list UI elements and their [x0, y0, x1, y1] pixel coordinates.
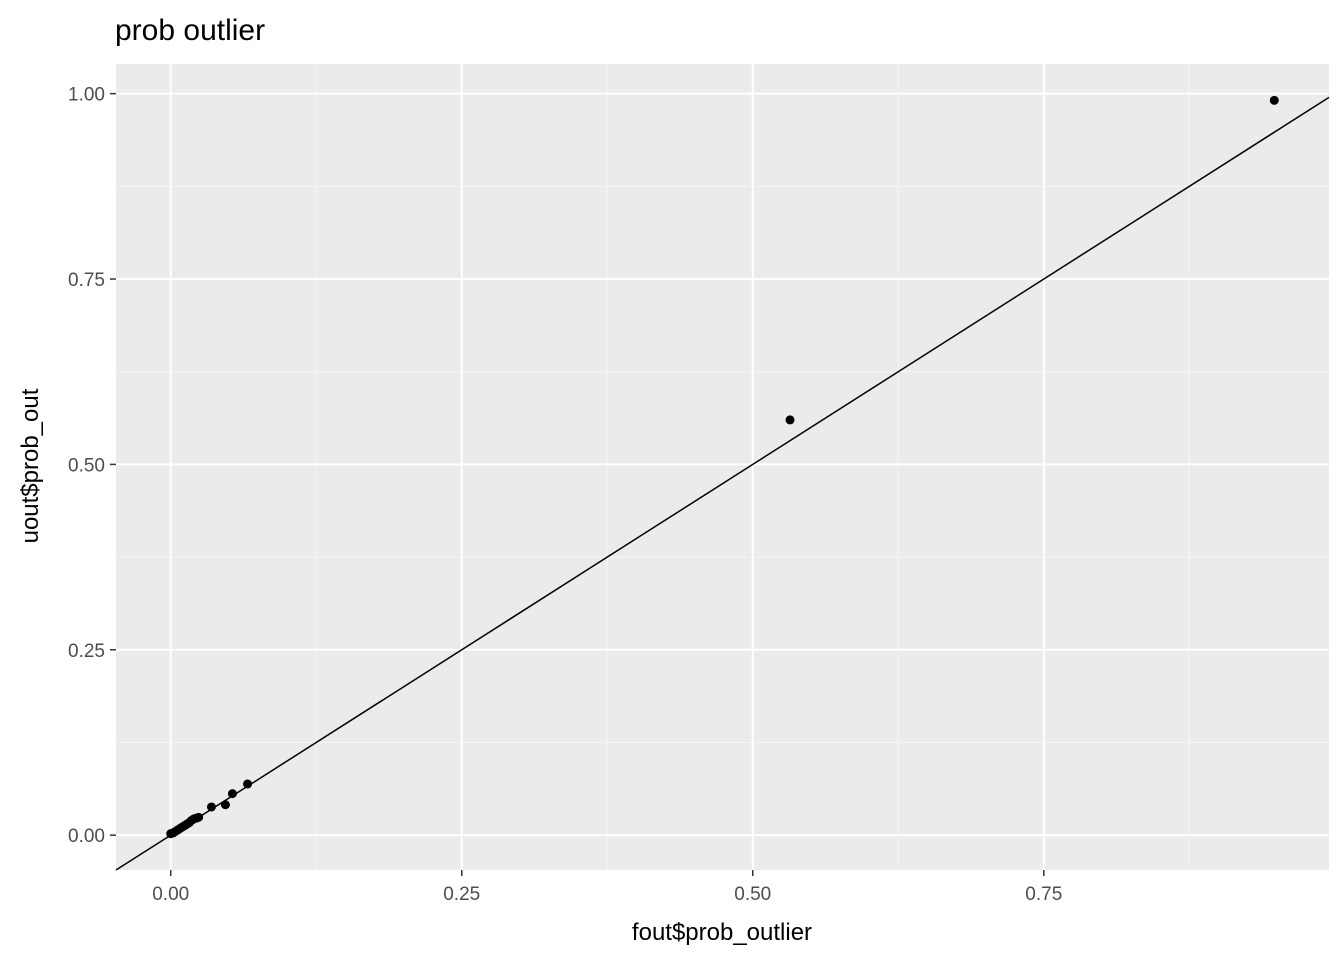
x-axis-title: fout$prob_outlier	[632, 919, 812, 946]
data-point	[1269, 95, 1279, 105]
data-point	[227, 789, 237, 799]
x-tick-label: 0.00	[152, 884, 189, 905]
y-tick-label: 1.00	[68, 85, 105, 106]
data-point	[243, 779, 253, 789]
data-point	[785, 415, 795, 425]
chart-title: prob outlier	[115, 14, 265, 47]
reference-line	[115, 96, 1330, 871]
plot-panel	[116, 64, 1329, 870]
data-point	[194, 812, 204, 822]
reference-line-group	[115, 96, 1330, 871]
y-tick-label: 0.75	[68, 270, 105, 291]
minor-gridlines	[116, 64, 1329, 870]
data-points	[166, 95, 1279, 839]
y-axis-ticks: 0.00 0.25 0.50 0.75 1.00	[68, 85, 116, 847]
x-axis-ticks: 0.00 0.25 0.50 0.75	[152, 870, 1062, 905]
y-tick-label: 0.25	[68, 641, 105, 662]
y-tick-label: 0.00	[68, 826, 105, 847]
y-tick-label: 0.50	[68, 455, 105, 476]
major-gridlines	[116, 64, 1329, 870]
x-tick-label: 0.50	[734, 884, 771, 905]
data-point	[206, 802, 216, 812]
y-axis-title: uout$prob_out	[17, 388, 44, 543]
x-tick-label: 0.25	[443, 884, 480, 905]
x-tick-label: 0.75	[1025, 884, 1062, 905]
data-point	[220, 800, 230, 810]
